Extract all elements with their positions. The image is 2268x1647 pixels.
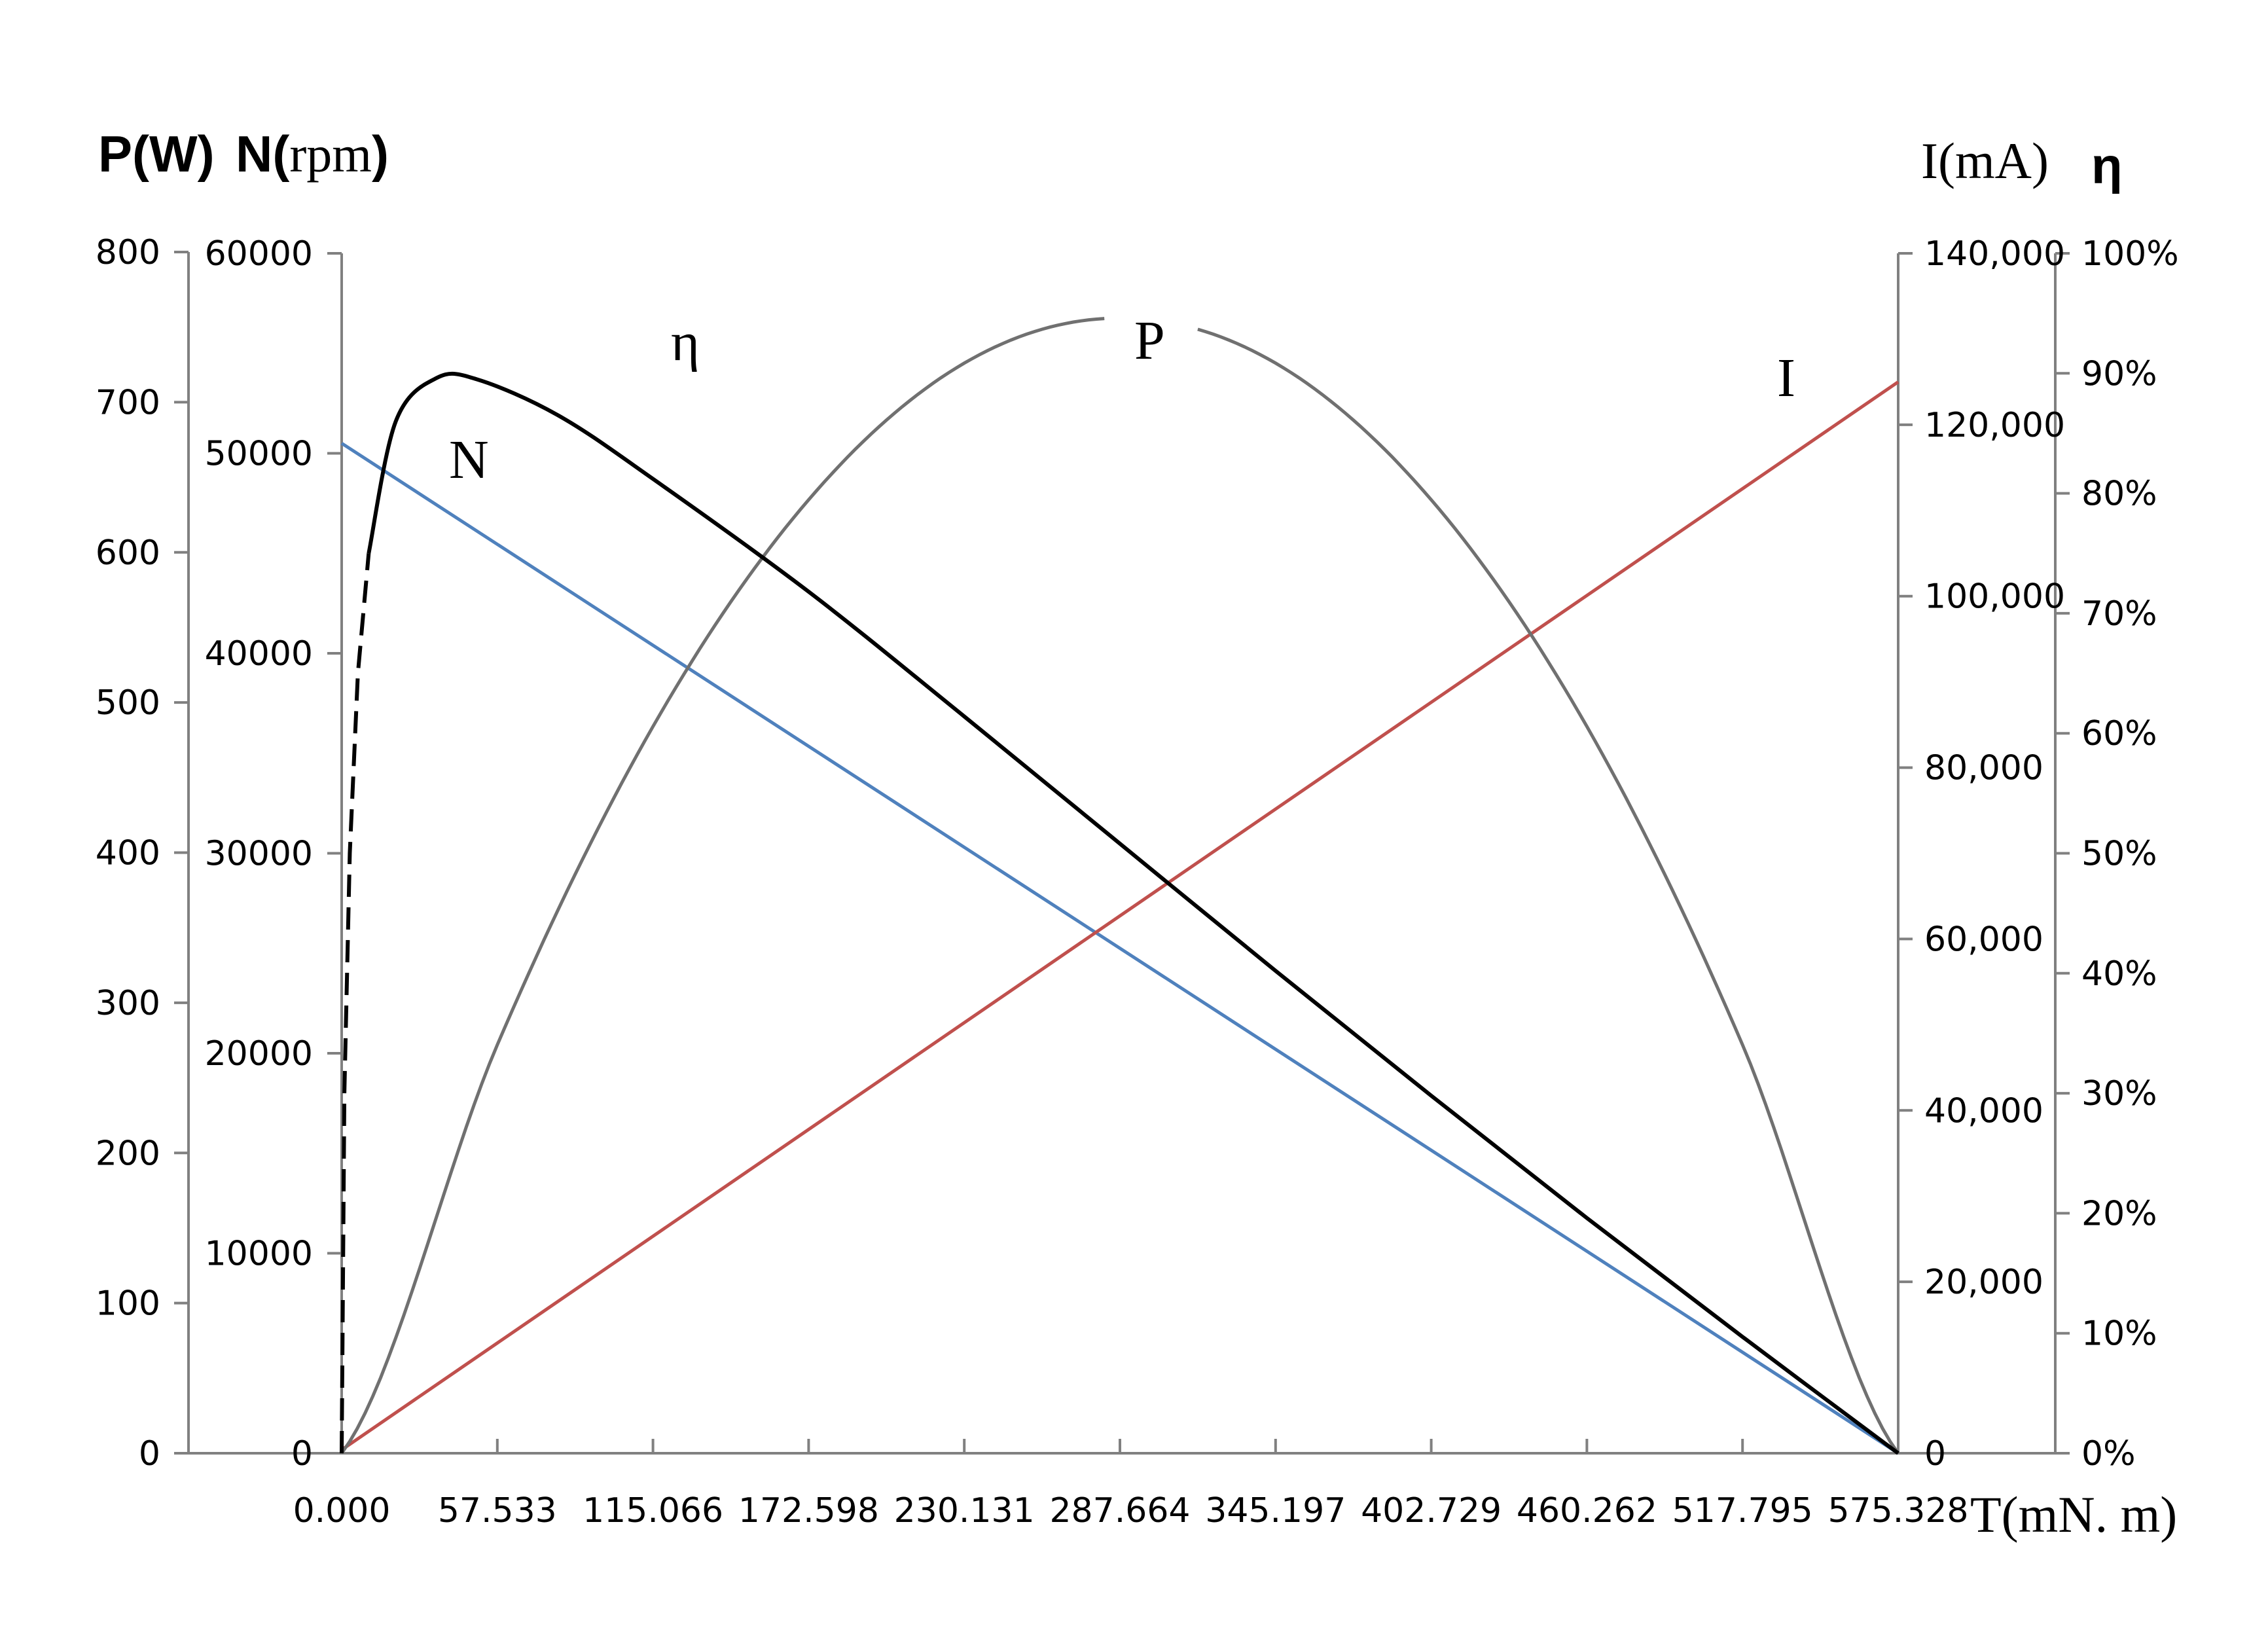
axes-group [174, 251, 2070, 1455]
current-axis-title: I(mA) [1921, 132, 2049, 189]
power-tick-label: 300 [96, 984, 160, 1023]
current-tick-label: 60,000 [1924, 920, 2043, 959]
x-tick-label: 517.795 [1672, 1491, 1813, 1530]
speed-tick-label: 10000 [205, 1235, 313, 1274]
torque-axis-title: T(mN. m) [1970, 1486, 2177, 1543]
power-tick-label: 800 [96, 233, 160, 272]
x-tick-label: 115.066 [583, 1491, 723, 1530]
power-curve-segment [340, 317, 1105, 1455]
x-tick-label: 460.262 [1517, 1491, 1657, 1530]
power-tick-label: 500 [96, 683, 160, 723]
current-tick-label: 80,000 [1924, 749, 2043, 788]
efficiency-curve-dashed [340, 553, 371, 1454]
x-tick-label: 402.729 [1361, 1491, 1502, 1530]
current-tick-label: 100,000 [1924, 577, 2065, 617]
speed-line [340, 442, 1899, 1455]
power-tick-label: 0 [139, 1434, 160, 1474]
efficiency-tick-label: 10% [2081, 1314, 2157, 1354]
tick-labels-group: 0 100 200 300 400 500 600 700 800 0 10000 20000 3000… [96, 233, 2179, 1530]
power-tick-label: 600 [96, 534, 160, 573]
series-group [340, 317, 1900, 1455]
speed-tick-label: 50000 [205, 435, 313, 474]
speed-axis-unit: rpm [289, 126, 372, 183]
speed-tick-label: 60000 [205, 234, 313, 274]
series-label-i: I [1777, 348, 1795, 408]
efficiency-tick-label: 90% [2081, 354, 2157, 393]
speed-axis-title: N(rpm) [236, 125, 389, 183]
efficiency-tick-label: 100% [2081, 234, 2179, 274]
speed-tick-label: 30000 [205, 835, 313, 874]
power-curve-segment [1197, 327, 1900, 1455]
power-tick-label: 100 [96, 1284, 160, 1324]
x-tick-label: 287.664 [1049, 1491, 1190, 1530]
efficiency-tick-label: 50% [2081, 835, 2157, 874]
efficiency-tick-label: 0% [2081, 1434, 2136, 1474]
power-tick-label: 200 [96, 1134, 160, 1173]
efficiency-curve [367, 371, 1899, 1455]
series-label-eta: η [671, 312, 700, 372]
series-label-p: P [1134, 310, 1165, 371]
speed-tick-label: 20000 [205, 1034, 313, 1074]
power-axis-title: P(W) [98, 125, 215, 183]
series-label-n: N [449, 429, 489, 490]
efficiency-axis-title: η [2091, 137, 2123, 194]
power-tick-label: 400 [96, 834, 160, 873]
efficiency-tick-label: 70% [2081, 594, 2157, 634]
power-tick-label: 700 [96, 383, 160, 422]
speed-tick-label: 0 [291, 1434, 313, 1474]
current-line [340, 380, 1899, 1451]
current-tick-label: 20,000 [1924, 1263, 2043, 1302]
efficiency-tick-label: 40% [2081, 954, 2157, 994]
x-tick-label: 345.197 [1205, 1491, 1346, 1530]
current-tick-label: 120,000 [1924, 406, 2065, 445]
x-tick-label: 230.131 [894, 1491, 1035, 1530]
efficiency-tick-label: 60% [2081, 714, 2157, 753]
x-tick-label: 57.533 [438, 1491, 557, 1530]
x-tick-label: 172.598 [738, 1491, 879, 1530]
efficiency-tick-label: 30% [2081, 1074, 2157, 1113]
current-tick-label: 40,000 [1924, 1091, 2043, 1131]
efficiency-tick-label: 20% [2081, 1194, 2157, 1233]
current-tick-label: 140,000 [1924, 234, 2065, 274]
efficiency-tick-label: 80% [2081, 475, 2157, 514]
x-tick-label: 575.328 [1827, 1491, 1968, 1530]
current-tick-label: 0 [1924, 1434, 1946, 1474]
x-tick-label: 0.000 [293, 1491, 391, 1530]
speed-tick-label: 40000 [205, 634, 313, 674]
